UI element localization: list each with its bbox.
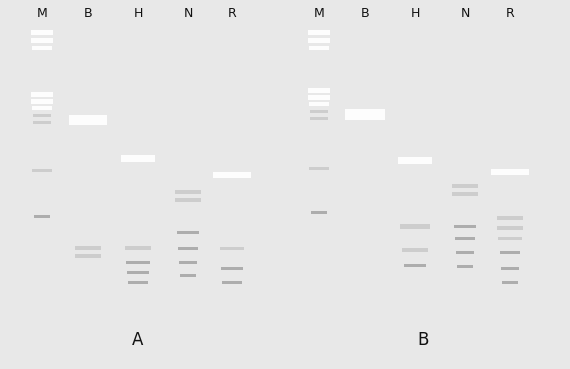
Bar — [127, 270, 149, 273]
Bar — [310, 110, 328, 113]
Bar — [309, 46, 329, 50]
Bar — [121, 155, 155, 162]
Bar — [308, 38, 330, 42]
Bar — [213, 172, 251, 178]
Text: R: R — [227, 7, 237, 20]
Text: M: M — [36, 7, 47, 20]
Bar — [400, 224, 430, 228]
Text: H: H — [133, 7, 142, 20]
Bar — [455, 237, 475, 239]
Bar — [502, 280, 518, 283]
Bar — [457, 265, 473, 268]
Bar — [452, 192, 478, 196]
Bar — [454, 224, 476, 228]
Bar — [222, 280, 242, 283]
Bar — [500, 251, 520, 254]
Bar — [398, 156, 432, 163]
Bar — [404, 263, 426, 266]
Bar — [498, 237, 522, 239]
Bar — [126, 261, 150, 263]
Bar — [308, 30, 330, 34]
Bar — [69, 115, 107, 125]
Bar — [221, 266, 243, 269]
Text: H: H — [410, 7, 420, 20]
Text: N: N — [461, 7, 470, 20]
Bar — [309, 166, 329, 169]
Bar — [32, 106, 52, 110]
Bar — [452, 184, 478, 188]
Bar — [31, 99, 53, 103]
Bar — [128, 280, 148, 283]
Text: M: M — [314, 7, 324, 20]
Bar — [32, 169, 52, 172]
Text: N: N — [184, 7, 193, 20]
Bar — [179, 261, 197, 263]
Bar — [456, 251, 474, 254]
Bar — [308, 87, 330, 93]
Text: A: A — [132, 331, 144, 349]
Bar — [31, 92, 53, 97]
Bar — [125, 246, 151, 250]
Bar — [491, 169, 529, 175]
Bar — [33, 121, 51, 124]
Text: B: B — [361, 7, 369, 20]
Bar — [497, 216, 523, 220]
Bar — [75, 246, 101, 250]
Bar — [177, 231, 199, 234]
Bar — [33, 114, 51, 117]
Bar — [345, 108, 385, 120]
Bar — [180, 273, 196, 276]
Bar — [175, 190, 201, 194]
Bar — [175, 198, 201, 202]
Bar — [75, 254, 101, 258]
Bar — [31, 38, 53, 42]
Bar — [310, 117, 328, 120]
Bar — [501, 266, 519, 269]
Bar — [308, 94, 330, 100]
Bar — [497, 226, 523, 230]
Bar — [34, 214, 50, 217]
Text: R: R — [506, 7, 514, 20]
Bar — [178, 246, 198, 249]
Bar — [402, 248, 428, 252]
Bar — [311, 210, 327, 214]
Text: B: B — [84, 7, 92, 20]
Bar — [31, 30, 53, 34]
Bar — [309, 102, 329, 106]
Bar — [32, 46, 52, 50]
Bar — [220, 246, 244, 249]
Text: B: B — [418, 331, 429, 349]
